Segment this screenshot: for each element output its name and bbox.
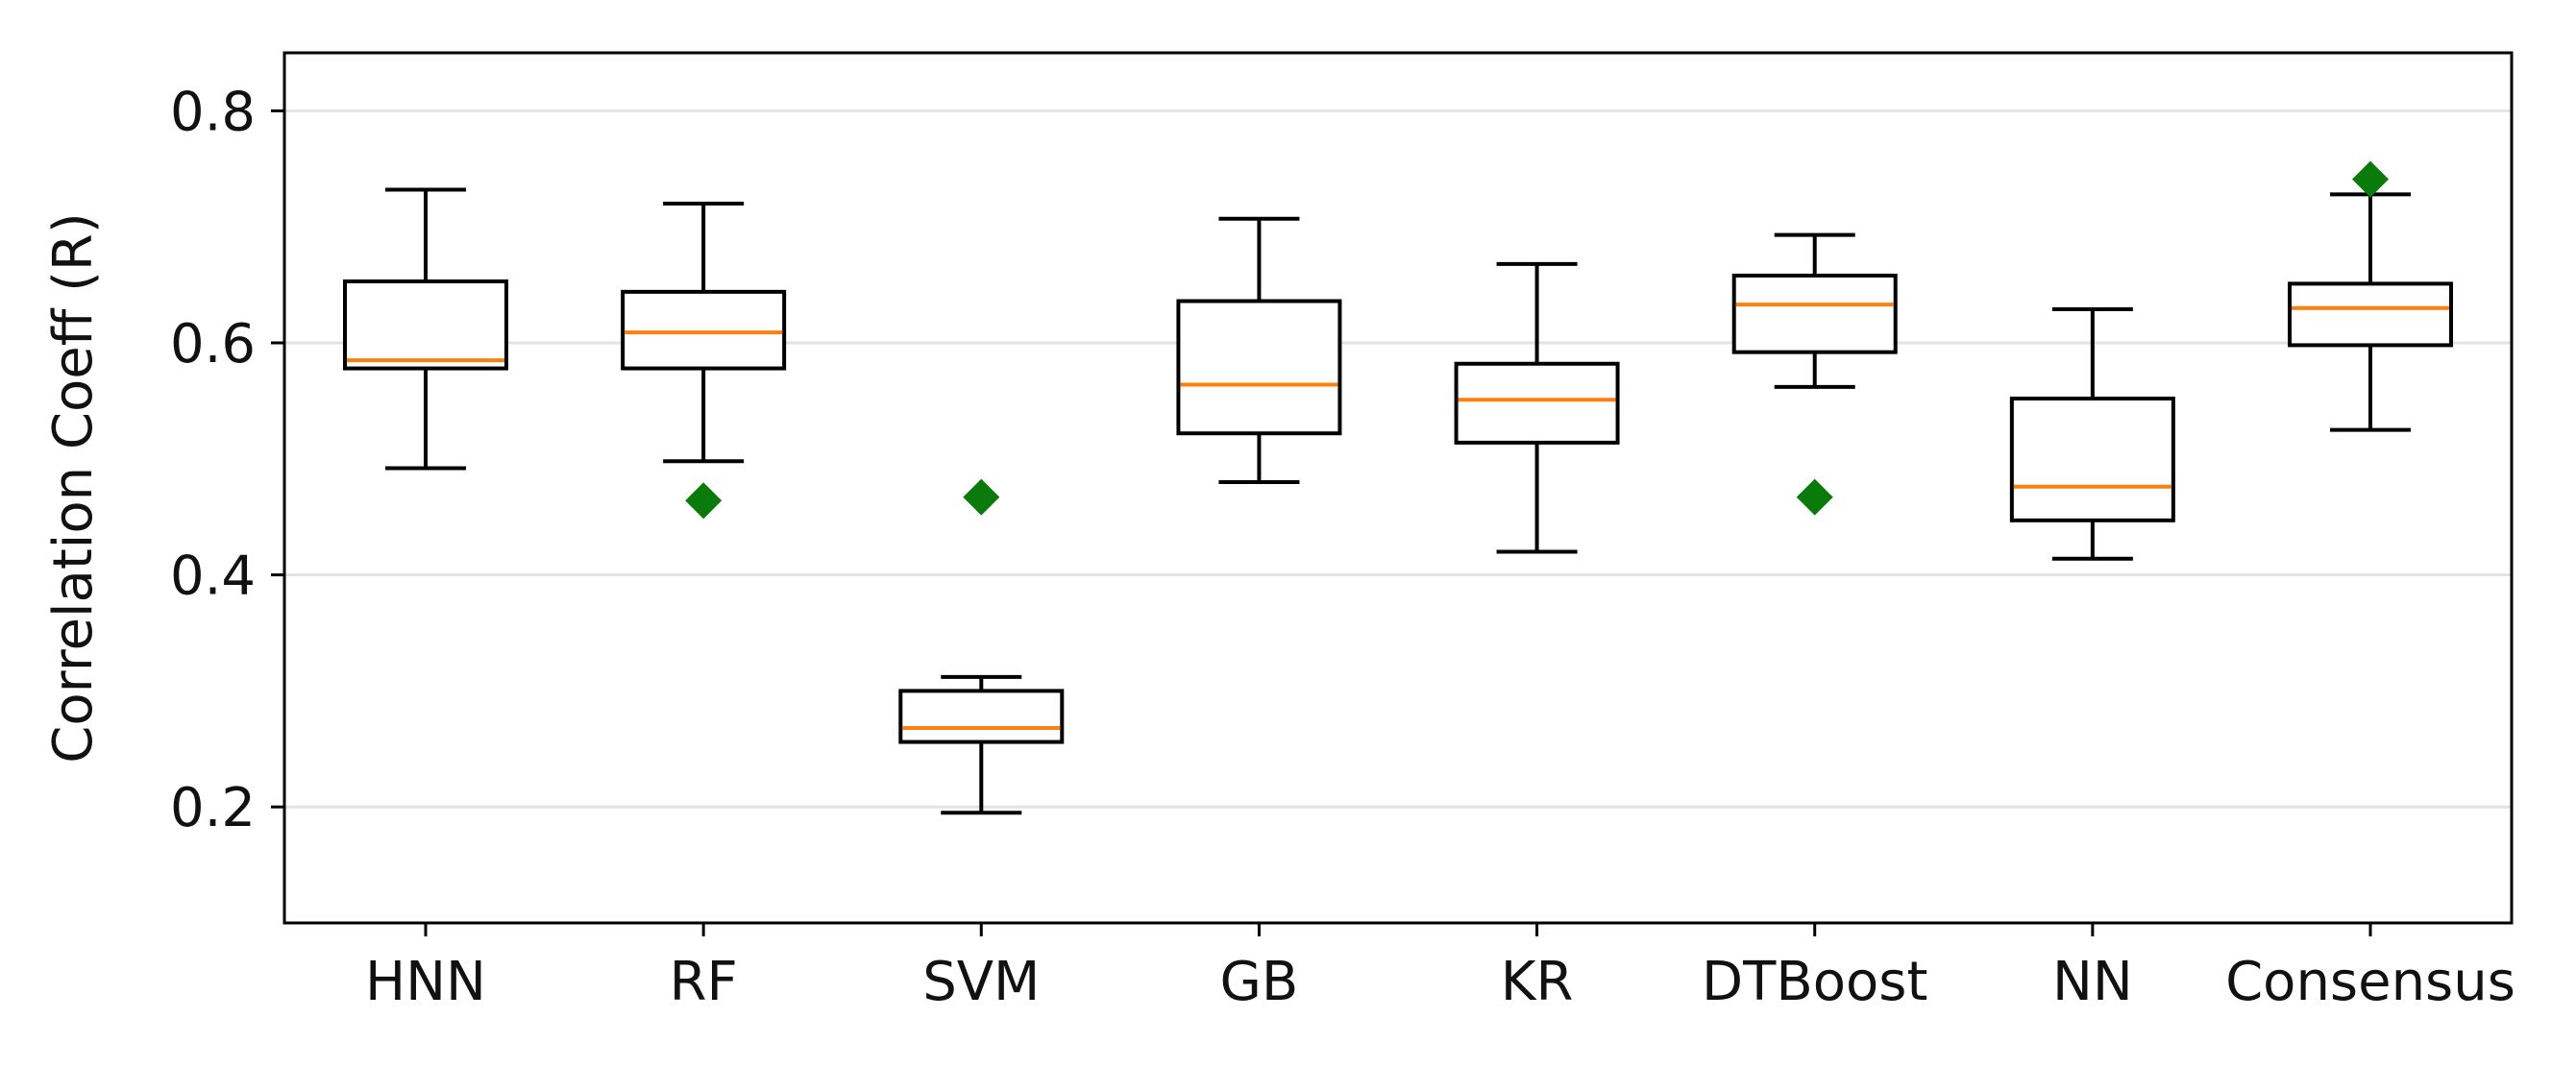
box-consensus [2288, 192, 2453, 432]
box-svm [898, 674, 1065, 815]
gridlines [284, 109, 2512, 809]
box-body [2288, 281, 2453, 348]
y-tick-label: 0.2 [170, 777, 256, 839]
plot-frame [282, 51, 2514, 925]
box-body [1176, 299, 1342, 436]
x-axis: HNN RF SVM GB KR DTBoost NN Consensus [365, 923, 2515, 1013]
box-hnn [343, 187, 508, 471]
box-body [343, 279, 508, 371]
box-dtboost [1731, 232, 1898, 389]
marker-consensus [2352, 160, 2389, 198]
y-tick-label: 0.6 [170, 313, 256, 376]
y-tick-label: 0.8 [170, 81, 256, 143]
box-kr [1454, 261, 1620, 554]
x-tick-label: SVM [922, 951, 1040, 1013]
box-body [621, 289, 787, 371]
x-tick-label: HNN [365, 951, 486, 1013]
y-axis: 0.2 0.4 0.6 0.8 [170, 81, 284, 839]
y-axis-title: Correlation Coeff (R) [42, 212, 105, 763]
x-tick-label: KR [1501, 951, 1574, 1013]
box-body [898, 689, 1065, 744]
marker-dtboost [1796, 478, 1833, 516]
box-rf [621, 202, 787, 464]
x-tick-label: GB [1220, 951, 1299, 1013]
x-tick-label: RF [670, 951, 738, 1013]
marker-svm [963, 478, 1000, 516]
y-tick-label: 0.4 [170, 546, 256, 608]
x-tick-label: DTBoost [1702, 951, 1927, 1013]
box-gb [1176, 216, 1342, 484]
x-tick-label: Consensus [2225, 951, 2515, 1013]
boxes [343, 187, 2453, 815]
box-body [1731, 273, 1898, 354]
marker-rf [685, 482, 723, 520]
markers [685, 160, 2389, 520]
box-body [1454, 361, 1620, 445]
box-body [2009, 396, 2175, 522]
box-nn [2009, 306, 2175, 561]
x-tick-label: NN [2052, 951, 2133, 1013]
